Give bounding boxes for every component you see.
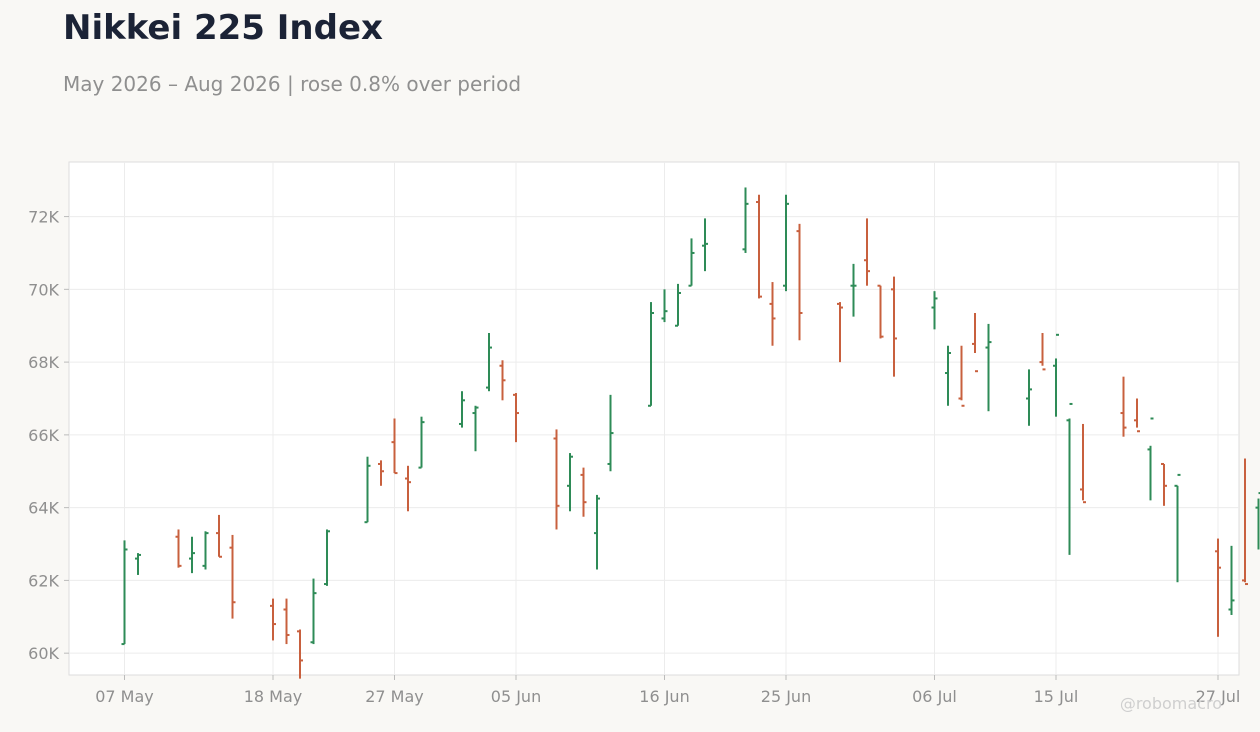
y-axis: 60K 62K 64K 66K 68K 70K 72K (28, 208, 69, 664)
x-tick-label: 27 May (365, 687, 424, 706)
y-tick-label: 66K (28, 426, 59, 445)
y-tick-label: 70K (28, 280, 59, 299)
ohlc-bar (1256, 493, 1260, 549)
watermark: @robomacro (1120, 694, 1222, 713)
x-tick-label: 15 Jul (1034, 687, 1079, 706)
x-tick-label: 25 Jun (761, 687, 811, 706)
x-tick-label: 05 Jun (491, 687, 541, 706)
plot-background (69, 162, 1239, 675)
y-tick-label: 68K (28, 353, 59, 372)
y-tick-label: 60K (28, 644, 59, 663)
x-tick-label: 16 Jun (639, 687, 689, 706)
x-axis: 07 May 18 May 27 May 05 Jun 16 Jun 25 Jun 06 J… (95, 675, 1240, 706)
x-tick-label: 07 May (95, 687, 154, 706)
y-tick-label: 64K (28, 499, 59, 518)
ohlc-bar (1242, 459, 1248, 585)
x-tick-label: 18 May (244, 687, 303, 706)
y-tick-label: 72K (28, 208, 59, 227)
y-tick-label: 62K (28, 571, 59, 590)
x-tick-label: 06 Jul (912, 687, 957, 706)
